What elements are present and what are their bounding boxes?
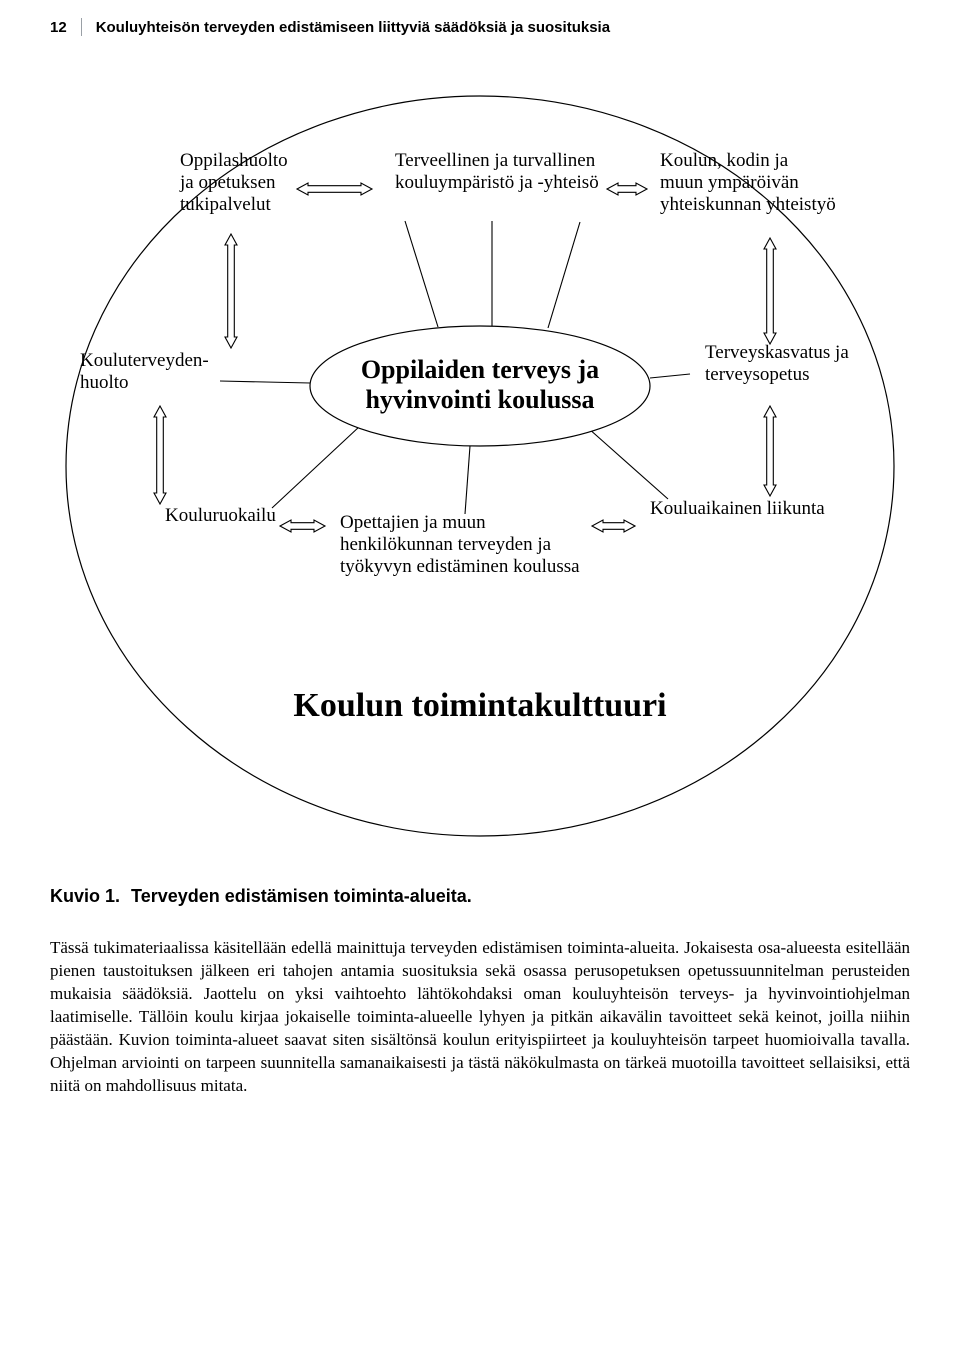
node-top-mid: Terveellinen ja turvallinen (395, 150, 596, 171)
spoke-line (220, 381, 310, 383)
double-arrow-icon (225, 234, 237, 348)
header-separator (81, 18, 82, 36)
node-top-right: Koulun, kodin ja (660, 150, 789, 171)
double-arrow-icon (764, 238, 776, 344)
spoke-line (650, 374, 690, 378)
page: 12 Kouluyhteisön terveyden edistämiseen … (0, 0, 960, 1098)
node-bot-mid: Opettajien ja muun (340, 512, 486, 533)
node-top-left: Oppilashuolto (180, 150, 288, 171)
node-mid-left: huolto (80, 372, 129, 393)
body-paragraph: Tässä tukimateriaalissa käsitellään edel… (50, 937, 910, 1098)
double-arrow-icon (297, 183, 372, 195)
node-mid-right: Terveyskasvatus ja (705, 342, 849, 363)
diagram-container: Oppilaiden terveys jahyvinvointi kouluss… (50, 76, 910, 856)
double-arrow-icon (764, 406, 776, 496)
node-mid-right: terveysopetus (705, 364, 809, 385)
double-arrow-icon (607, 183, 647, 195)
center-text-line1: Oppilaiden terveys ja (361, 355, 599, 384)
node-bot-right: Kouluaikainen liikunta (650, 498, 825, 519)
node-top-left: ja opetuksen (179, 172, 276, 193)
spoke-line (405, 221, 438, 327)
node-bot-mid: henkilökunnan terveyden ja (340, 534, 552, 555)
figure-label: Kuvio 1. (50, 886, 120, 906)
spoke-line (548, 222, 580, 328)
running-header: 12 Kouluyhteisön terveyden edistämiseen … (0, 0, 960, 46)
double-arrow-icon (592, 520, 635, 532)
node-top-mid: kouluympäristö ja -yhteisö (395, 172, 599, 193)
node-top-right: yhteiskunnan yhteistyö (660, 194, 836, 215)
node-bot-left: Kouluruokailu (165, 505, 276, 526)
header-title: Kouluyhteisön terveyden edistämiseen lii… (96, 19, 610, 36)
center-text-line2: hyvinvointi koulussa (365, 385, 594, 414)
page-number: 12 (50, 19, 67, 36)
figure-caption-text: Terveyden edistämisen toiminta-alueita. (131, 886, 472, 906)
spoke-line (465, 446, 470, 514)
spoke-line (588, 428, 668, 499)
diagram: Oppilaiden terveys jahyvinvointi kouluss… (50, 76, 910, 856)
figure-caption: Kuvio 1. Terveyden edistämisen toiminta-… (50, 886, 910, 907)
double-arrow-icon (154, 406, 166, 504)
node-top-right: muun ympäröivän (660, 172, 799, 193)
node-mid-left: Kouluterveyden- (80, 350, 209, 371)
node-top-left: tukipalvelut (180, 194, 271, 215)
double-arrow-icon (280, 520, 325, 532)
spoke-line (272, 426, 360, 508)
culture-text: Koulun toimintakulttuuri (293, 687, 666, 724)
node-bot-mid: työkyvyn edistäminen koulussa (340, 556, 580, 577)
